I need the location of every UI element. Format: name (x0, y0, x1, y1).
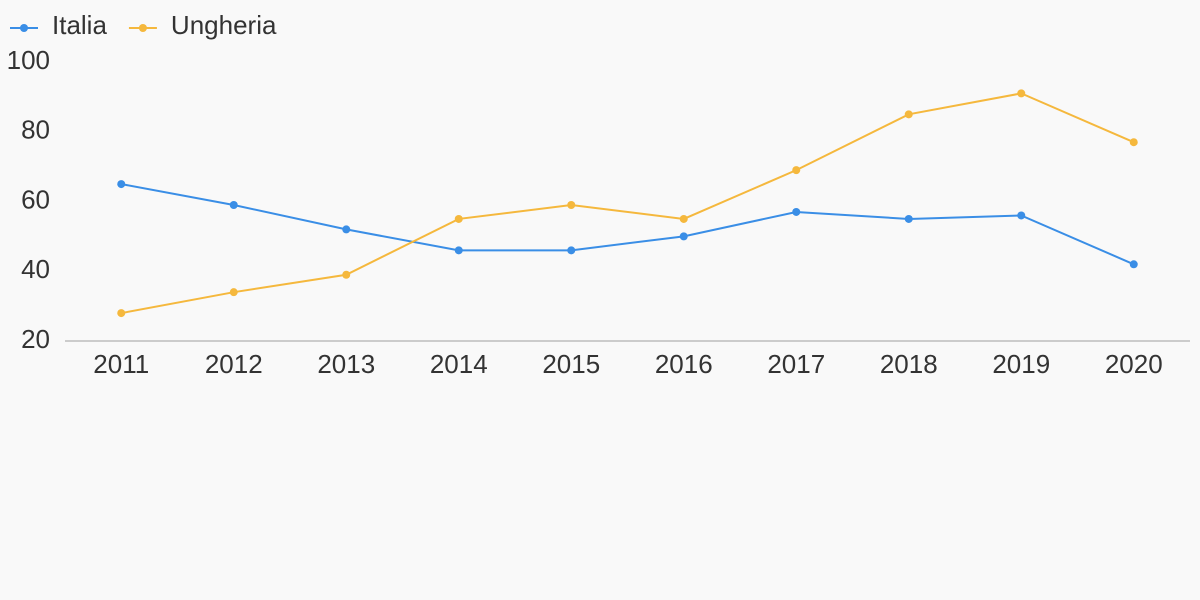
x-tick-label: 2019 (992, 349, 1050, 379)
data-point (1017, 211, 1026, 220)
data-point (342, 225, 351, 234)
legend-label: Italia (52, 10, 107, 40)
data-point (229, 288, 238, 297)
y-tick-label: 40 (21, 254, 50, 284)
data-point (117, 180, 126, 189)
x-tick-label: 2017 (767, 349, 825, 379)
x-tick-label: 2020 (1105, 349, 1163, 379)
y-tick-label: 100 (7, 45, 50, 75)
data-point (342, 270, 351, 279)
data-point (1129, 138, 1138, 147)
y-tick-label: 20 (21, 324, 50, 354)
x-tick-label: 2015 (542, 349, 600, 379)
data-point (454, 214, 463, 223)
x-tick-label: 2012 (205, 349, 263, 379)
legend-label: Ungheria (171, 10, 277, 40)
data-point (229, 200, 238, 209)
series-line (121, 183, 1135, 266)
data-point (679, 214, 688, 223)
y-tick-label: 60 (21, 184, 50, 214)
data-point (792, 207, 801, 216)
legend-dot (138, 24, 147, 32)
data-point (792, 166, 801, 175)
data-point (1129, 260, 1138, 269)
y-tick-label: 80 (21, 115, 50, 145)
x-tick-label: 2018 (880, 349, 938, 379)
x-tick-label: 2011 (93, 349, 149, 379)
legend-dot (20, 24, 28, 32)
data-point (904, 214, 913, 223)
data-point (904, 110, 913, 119)
x-tick-label: 2016 (655, 349, 713, 379)
x-tick-label: 2014 (430, 349, 488, 379)
data-point (567, 246, 576, 255)
data-point (117, 309, 126, 318)
series-line (121, 92, 1135, 315)
data-point (454, 246, 463, 255)
data-point (567, 200, 576, 209)
data-point (679, 232, 688, 241)
data-point (1017, 89, 1026, 98)
x-tick-label: 2013 (317, 349, 375, 379)
